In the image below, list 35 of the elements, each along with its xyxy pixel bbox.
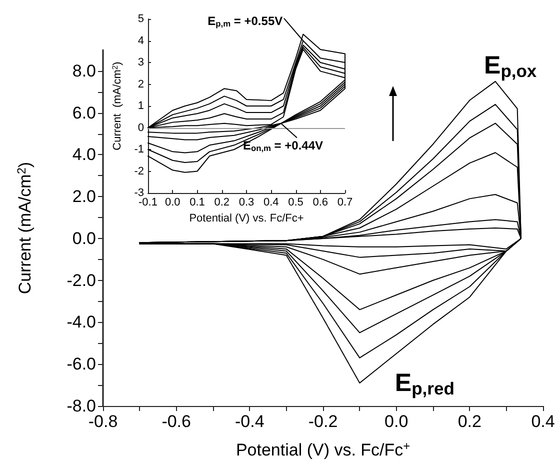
x-tick-label: -0.2 [308, 412, 338, 431]
y-tick-label: 3 [138, 56, 144, 68]
y-tick-label: -1 [134, 144, 144, 156]
x-axis-title: Potential (V) vs. Fc/Fc+ [236, 439, 410, 460]
x-tick-label: 0.5 [288, 196, 304, 208]
y-tick-label: 2.0 [72, 187, 96, 206]
y-tick-label: -2.0 [66, 270, 96, 290]
y-tick-label: -6.0 [66, 354, 96, 374]
x-axis-title: Potential (V) vs. Fc/Fc+ [189, 212, 304, 224]
x-tick-label: 0.2 [214, 196, 230, 208]
y-tick-label: 8.0 [72, 61, 96, 80]
y-tick-label: 1 [138, 100, 144, 112]
y-tick-label: 5 [138, 13, 144, 25]
x-tick-label: 0.0 [384, 412, 408, 431]
x-tick-label: -0.1 [138, 196, 158, 208]
y-tick-label: 4.0 [72, 145, 96, 164]
y-axis-title: Current (mA/cm2) [14, 162, 35, 294]
x-tick-label: -0.6 [162, 412, 191, 431]
y-tick-label: 0.0 [72, 228, 96, 248]
y-tick-label: 2 [138, 78, 144, 90]
y-tick-label: -4.0 [66, 312, 96, 332]
y-tick-label: -3 [134, 187, 144, 199]
x-tick-label: 0.6 [312, 196, 328, 208]
y-tick-label: -2 [134, 165, 144, 178]
x-tick-label: 0.0 [164, 196, 180, 208]
y-tick-label: 6.0 [72, 103, 96, 122]
x-tick-label: 0.1 [190, 196, 205, 208]
x-tick-label: 0.3 [238, 196, 254, 208]
x-tick-label: 0.4 [531, 412, 555, 431]
y-tick-label: 0 [138, 122, 144, 134]
x-tick-label: 0.4 [263, 196, 279, 208]
x-tick-label: 0.2 [458, 412, 482, 431]
y-tick-label: 4 [138, 34, 144, 47]
x-tick-label: -0.4 [235, 412, 264, 431]
x-tick-label: 0.7 [337, 196, 353, 208]
